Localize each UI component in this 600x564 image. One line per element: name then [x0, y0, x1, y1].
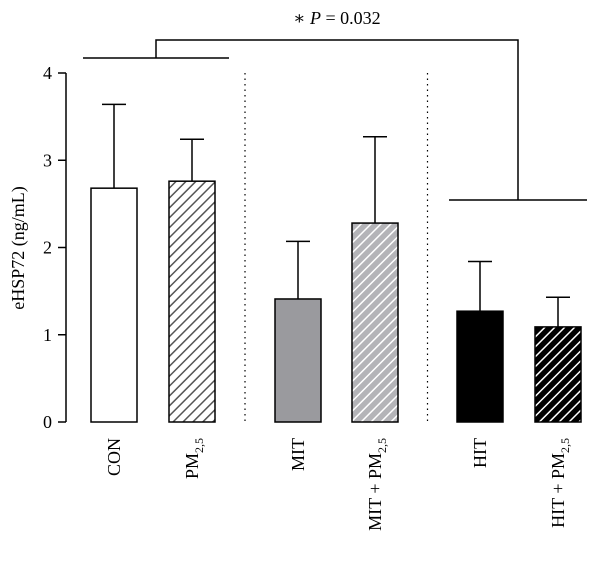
error-bar-5 [546, 296, 570, 327]
p-value-label: ∗ P = 0.032 [293, 8, 380, 28]
error-bar-4 [468, 260, 492, 312]
x-axis-labels: CON PM2,5 MIT MIT + PM2,5 HIT HIT + PM2,5 [104, 438, 572, 531]
y-tick-label-1: 1 [43, 325, 52, 345]
bar-5 [534, 326, 582, 423]
y-tick-label-0: 0 [43, 412, 52, 432]
group-separators [244, 73, 429, 422]
x-tick-label-5: HIT + PM2,5 [548, 438, 572, 528]
y-axis-label: eHSP72 (ng/mL) [8, 186, 29, 310]
y-tick-label-4: 4 [43, 63, 52, 83]
bar-2 [274, 298, 322, 423]
y-axis: 0 1 2 3 4 [43, 63, 67, 432]
bar-4 [456, 310, 504, 423]
error-bars-layer [102, 103, 570, 327]
y-tick-label-3: 3 [43, 150, 52, 170]
error-bar-0 [102, 103, 126, 189]
y-tick-label-2: 2 [43, 238, 52, 258]
x-tick-label-0: CON [104, 438, 124, 476]
bar-1 [168, 180, 216, 423]
x-tick-label-4: HIT [470, 438, 490, 468]
bars-layer [90, 180, 582, 423]
error-bar-3 [363, 135, 387, 224]
x-tick-label-2: MIT [288, 438, 308, 471]
bar-0 [90, 187, 138, 423]
significance-annotation: ∗ P = 0.032 [83, 8, 587, 201]
bar-3 [351, 222, 399, 423]
significance-bracket [83, 39, 587, 201]
x-tick-label-1: PM2,5 [182, 438, 206, 479]
error-bar-1 [180, 138, 204, 182]
x-tick-label-3: MIT + PM2,5 [365, 438, 389, 531]
error-bar-2 [286, 240, 310, 299]
